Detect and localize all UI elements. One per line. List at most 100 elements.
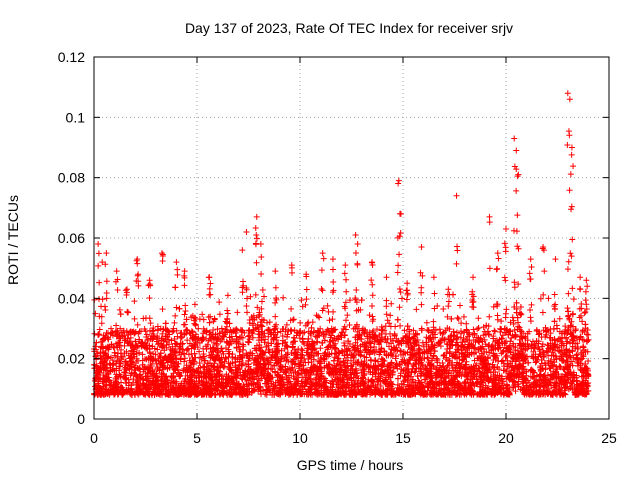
data-point — [140, 315, 147, 322]
data-point — [473, 362, 480, 369]
data-point — [283, 321, 290, 328]
data-point — [503, 352, 510, 359]
data-point — [475, 315, 482, 322]
data-point — [171, 319, 178, 326]
data-point — [131, 298, 138, 305]
data-point — [440, 306, 447, 312]
data-point — [266, 319, 273, 326]
data-point — [366, 312, 373, 319]
data-point — [455, 346, 462, 353]
data-point — [424, 354, 431, 361]
data-point — [584, 337, 591, 344]
data-point — [249, 330, 256, 337]
data-point — [131, 315, 138, 322]
data-point — [564, 305, 571, 312]
data-point — [553, 322, 560, 329]
data-point — [439, 360, 446, 367]
data-point — [511, 327, 518, 334]
chart-title: Day 137 of 2023, Rate Of TEC Index for r… — [185, 20, 513, 36]
data-point — [449, 365, 456, 372]
data-point — [305, 359, 312, 366]
data-point — [259, 286, 266, 293]
data-point — [396, 304, 403, 311]
data-point — [280, 294, 287, 301]
data-point — [298, 297, 305, 304]
data-point — [184, 337, 191, 344]
data-point — [291, 361, 298, 368]
data-point — [309, 319, 316, 326]
data-point — [92, 310, 99, 317]
data-point — [297, 319, 304, 326]
data-point — [168, 337, 175, 344]
data-point — [200, 316, 207, 323]
data-point — [480, 324, 487, 331]
data-point — [159, 330, 166, 337]
data-point — [234, 309, 241, 316]
data-point — [118, 379, 125, 386]
data-point — [182, 307, 189, 314]
data-point — [199, 311, 206, 318]
data-point — [217, 358, 224, 365]
data-point — [263, 355, 270, 362]
data-point — [134, 321, 141, 328]
data-point — [428, 357, 435, 364]
data-point — [105, 345, 112, 352]
data-points — [91, 90, 592, 398]
data-point — [116, 306, 123, 313]
data-point — [95, 331, 102, 338]
data-point — [123, 348, 130, 355]
data-point — [155, 341, 162, 348]
grid — [94, 57, 609, 419]
data-point — [108, 325, 115, 332]
data-point — [245, 333, 252, 340]
data-point — [570, 296, 577, 303]
data-point — [460, 313, 467, 320]
data-point — [401, 327, 408, 334]
data-point — [470, 326, 477, 333]
data-point — [379, 326, 386, 333]
data-point — [262, 336, 269, 343]
data-point — [219, 372, 226, 379]
data-point — [317, 345, 324, 352]
data-point — [290, 316, 297, 323]
data-point — [544, 342, 551, 349]
data-point — [491, 327, 498, 334]
data-point — [298, 346, 305, 353]
data-point — [474, 325, 481, 332]
data-point — [490, 303, 497, 310]
data-point — [498, 318, 505, 325]
data-point — [139, 351, 146, 358]
data-point — [380, 357, 387, 364]
data-point — [413, 306, 420, 313]
data-point — [258, 305, 265, 312]
data-point — [172, 312, 179, 319]
data-point — [414, 330, 421, 337]
data-point — [507, 319, 514, 326]
data-point — [107, 382, 114, 389]
data-point — [392, 323, 399, 330]
data-point — [315, 313, 322, 320]
data-point — [252, 291, 259, 298]
data-point — [388, 300, 395, 307]
data-point — [174, 333, 181, 340]
data-point — [482, 341, 489, 348]
data-point — [96, 326, 103, 333]
data-point — [264, 319, 271, 326]
data-point — [539, 341, 546, 348]
data-point — [394, 381, 401, 388]
data-point — [370, 327, 377, 334]
data-point — [423, 319, 430, 326]
data-point — [344, 312, 351, 319]
data-point — [172, 352, 179, 359]
data-point — [556, 315, 563, 322]
data-point — [480, 332, 487, 339]
data-point — [220, 350, 227, 357]
data-point — [326, 317, 333, 324]
data-point — [577, 333, 584, 340]
data-point — [457, 302, 464, 309]
data-point — [471, 357, 478, 364]
data-point — [387, 312, 394, 319]
data-point — [486, 331, 493, 338]
data-point — [324, 326, 331, 333]
